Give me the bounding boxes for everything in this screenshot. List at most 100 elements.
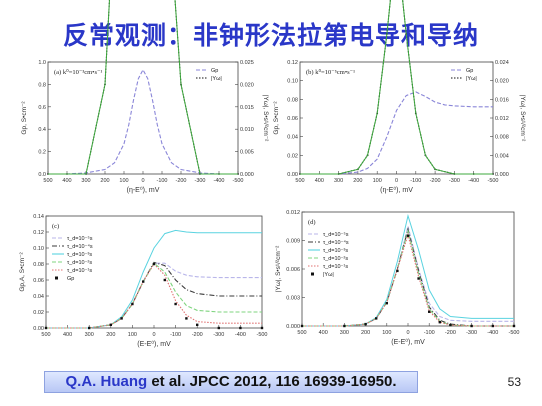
series-marker: [217, 326, 220, 330]
y-tick-label-right: 0.004: [495, 153, 509, 159]
series-marker: [428, 310, 431, 313]
series-marker: [142, 280, 145, 283]
series-marker: [364, 322, 367, 326]
legend-label: |Yω|: [323, 272, 334, 278]
y-tick-label-right: 0.005: [240, 150, 254, 156]
x-tick-label: -200: [445, 330, 456, 336]
x-tick-label: 200: [100, 178, 109, 184]
y-tick-label-right: 0.010: [240, 127, 254, 133]
citation-box: Q.A. Huang et al. JPCC 2012, 116 16939-1…: [44, 371, 418, 393]
series-marker: [343, 324, 346, 328]
y-tick-label-left: 0.12: [33, 230, 44, 236]
y-tick-label-left: 0.14: [33, 214, 44, 220]
y-tick-label-left: 0.00: [33, 326, 44, 332]
x-tick-label: 200: [353, 178, 362, 184]
chart-panel-d: 500 400 300 200 100 0 -100 -200 -300 -400 -500 (E-E…: [275, 210, 520, 346]
series-marker: [385, 302, 388, 305]
x-tick-label: 400: [315, 178, 324, 184]
series-marker: [239, 326, 242, 330]
chart-panel-a: 500 400 300 200 100 0 -100 -200 -300 -400 -500 (η-E…: [21, 0, 269, 194]
y-tick-label-left: 0.012: [286, 210, 300, 216]
x-tick-label: -100: [170, 332, 181, 338]
legend-label: Gp: [211, 68, 218, 74]
y-tick-label-left: 0.12: [287, 60, 298, 66]
legend-label: τ_d=10⁻⁴s: [323, 239, 349, 246]
legend-label: τ_d=10⁻¹s: [323, 264, 348, 270]
legend-label: τ_d=10⁻²s: [67, 260, 92, 266]
y-tick-label-left: 0.08: [33, 262, 44, 268]
x-tick-label: -500: [232, 178, 243, 184]
y-tick-label-left: 0.04: [287, 135, 298, 141]
y-tick-label-right: 0.000: [495, 172, 509, 178]
series-marker: [491, 324, 494, 328]
series-marker: [185, 317, 188, 320]
series-line: [302, 213, 514, 327]
x-tick-label: -100: [424, 330, 435, 336]
x-tick-label: -200: [175, 178, 186, 184]
series-marker: [152, 262, 156, 266]
series-marker: [396, 269, 399, 273]
citation-text: et al. JPCC 2012, 116 16939-16950.: [147, 373, 397, 390]
x-tick-label: 100: [373, 178, 382, 184]
y-tick-label-left: 0.6: [38, 105, 46, 111]
x-tick-label: 400: [319, 330, 328, 336]
y-tick-label-right: 0.020: [495, 79, 509, 85]
x-tick-label: -300: [449, 178, 460, 184]
series-marker: [109, 323, 112, 326]
y-tick-label-left: 0.4: [38, 127, 46, 133]
y-tick-label-right: 0.016: [495, 97, 509, 103]
y-tick-label-left: 0.06: [33, 278, 44, 284]
x-tick-label: 500: [295, 178, 304, 184]
y-axis-label-right: |Yω|, S•s¹/²cm⁻²: [519, 95, 526, 142]
series-line: [302, 226, 514, 327]
x-tick-label: 100: [128, 332, 137, 338]
x-tick-label: -500: [256, 332, 267, 338]
chart-panel-b: 500 400 300 200 100 0 -100 -200 -300 -400 -500 (η-E…: [273, 0, 526, 194]
series-marker: [300, 324, 304, 328]
x-tick-label: 400: [63, 332, 72, 338]
y-tick-label-right: 0.024: [495, 60, 509, 66]
chart-panel-c: 500 400 300 200 100 0 -100 -200 -300 -400 -500 (E-E…: [19, 214, 268, 348]
x-tick-label: -200: [430, 178, 441, 184]
series-line: [300, 0, 493, 175]
x-axis-label: (E-E⁰), mV: [391, 338, 425, 346]
x-tick-label: 500: [297, 330, 306, 336]
y-axis-label-left: |Yω|, S•s¹/²cm⁻²: [275, 245, 282, 292]
plot-frame: [45, 215, 263, 329]
series-marker: [174, 302, 177, 306]
y-tick-label-left: 0.000: [286, 324, 300, 330]
x-tick-label: -200: [192, 332, 203, 338]
x-tick-label: 300: [85, 332, 94, 338]
page-number: 53: [507, 375, 521, 389]
x-tick-label: -500: [487, 178, 498, 184]
x-axis-label: (η-E⁰), mV: [127, 186, 160, 194]
series-marker: [88, 326, 91, 330]
series-line: [46, 263, 262, 329]
x-tick-label: 0: [406, 330, 409, 336]
legend-label: |Yω|: [466, 76, 477, 82]
x-tick-label: -500: [508, 330, 519, 336]
legend-swatch: [311, 272, 314, 276]
panel-label: (d): [308, 219, 316, 226]
x-tick-label: -300: [194, 178, 205, 184]
series-marker: [449, 323, 452, 327]
x-tick-label: 100: [382, 330, 391, 336]
series-marker: [406, 234, 410, 237]
series-marker: [131, 302, 134, 306]
x-tick-label: -400: [213, 178, 224, 184]
series-marker: [375, 317, 378, 320]
y-tick-label-right: 0.025: [240, 60, 254, 66]
y-axis-label-right: |Yω|, S•s¹/²cm⁻²: [262, 95, 269, 142]
x-tick-label: -400: [235, 332, 246, 338]
panel-label: (a) k⁰=10⁻³cm•s⁻¹: [54, 68, 102, 76]
y-tick-label-right: 0.008: [495, 135, 509, 141]
legend-label: τ_d=10⁻⁵s: [323, 231, 349, 238]
x-tick-label: 300: [81, 178, 90, 184]
series-marker: [120, 317, 123, 320]
plot-frame: [299, 61, 494, 175]
series-marker: [417, 277, 420, 280]
y-tick-label-left: 0.10: [33, 246, 44, 252]
x-tick-label: 0: [395, 178, 398, 184]
y-tick-label-left: 0.0: [38, 172, 46, 178]
x-tick-label: 200: [361, 330, 370, 336]
